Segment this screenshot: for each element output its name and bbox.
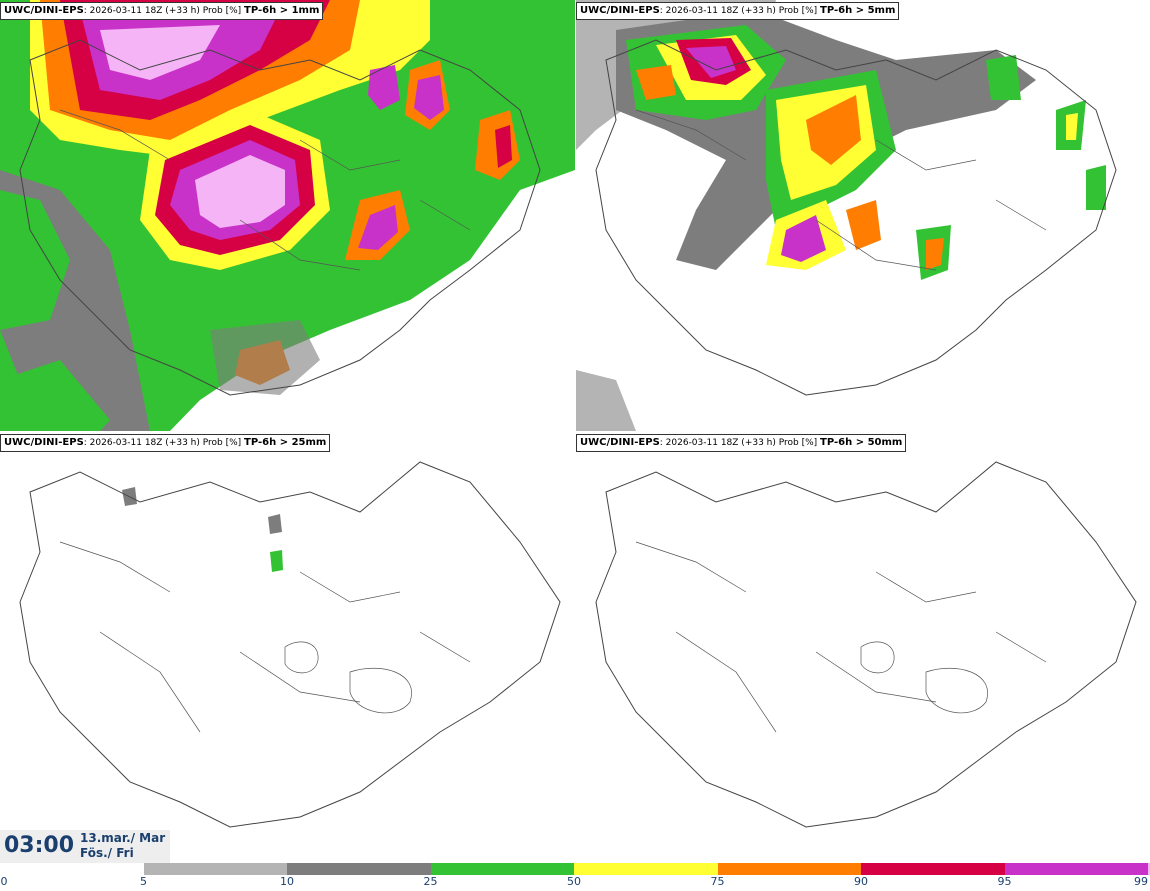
probability-map-50mm — [576, 432, 1150, 863]
panel-title: UWC/DINI-EPS: 2026-03-11 18Z (+33 h) Pro… — [576, 434, 907, 452]
map-panel-1mm: UWC/DINI-EPS: 2026-03-11 18Z (+33 h) Pro… — [0, 0, 575, 431]
map-panel-50mm: UWC/DINI-EPS: 2026-03-11 18Z (+33 h) Pro… — [576, 432, 1150, 863]
probability-colorbar — [0, 863, 1150, 875]
colorbar-segment — [0, 863, 144, 875]
valid-weekday: Fös./ Fri — [80, 846, 134, 860]
colorbar-tick-label: 75 — [710, 875, 725, 888]
colorbar-tick-label: 5 — [140, 875, 147, 888]
valid-time: 03:00 — [4, 833, 75, 858]
colorbar-segment — [1004, 863, 1149, 875]
panel-title: UWC/DINI-EPS: 2026-03-11 18Z (+33 h) Pro… — [0, 2, 324, 20]
map-panel-5mm: UWC/DINI-EPS: 2026-03-11 18Z (+33 h) Pro… — [576, 0, 1150, 431]
colorbar-segment — [1148, 863, 1150, 875]
colorbar-tick-label: 25 — [423, 875, 438, 888]
probability-map-1mm — [0, 0, 575, 431]
probability-map-5mm — [576, 0, 1150, 431]
valid-time-box: 03:00 13.mar./ Mar Fös./ Fri — [0, 830, 170, 863]
panel-title: UWC/DINI-EPS: 2026-03-11 18Z (+33 h) Pro… — [576, 2, 900, 20]
probability-map-25mm — [0, 432, 575, 863]
colorbar-segment — [430, 863, 575, 875]
panel-title: UWC/DINI-EPS: 2026-03-11 18Z (+33 h) Pro… — [0, 434, 331, 452]
colorbar-tick-label: 50 — [567, 875, 581, 888]
colorbar-tick-label: 90 — [854, 875, 868, 888]
colorbar-tick-label: 95 — [997, 875, 1012, 888]
colorbar-segment — [574, 863, 718, 875]
valid-date: 13.mar./ Mar — [80, 831, 166, 845]
colorbar-tick-label: 10 — [280, 875, 294, 888]
colorbar-segment — [143, 863, 288, 875]
colorbar-tick-label: 0 — [0, 875, 8, 888]
colorbar-segment — [717, 863, 862, 875]
map-panel-25mm: UWC/DINI-EPS: 2026-03-11 18Z (+33 h) Pro… — [0, 432, 575, 863]
colorbar-segment — [287, 863, 431, 875]
colorbar-segment — [861, 863, 1005, 875]
colorbar-tick-label: 99 — [1134, 875, 1148, 888]
